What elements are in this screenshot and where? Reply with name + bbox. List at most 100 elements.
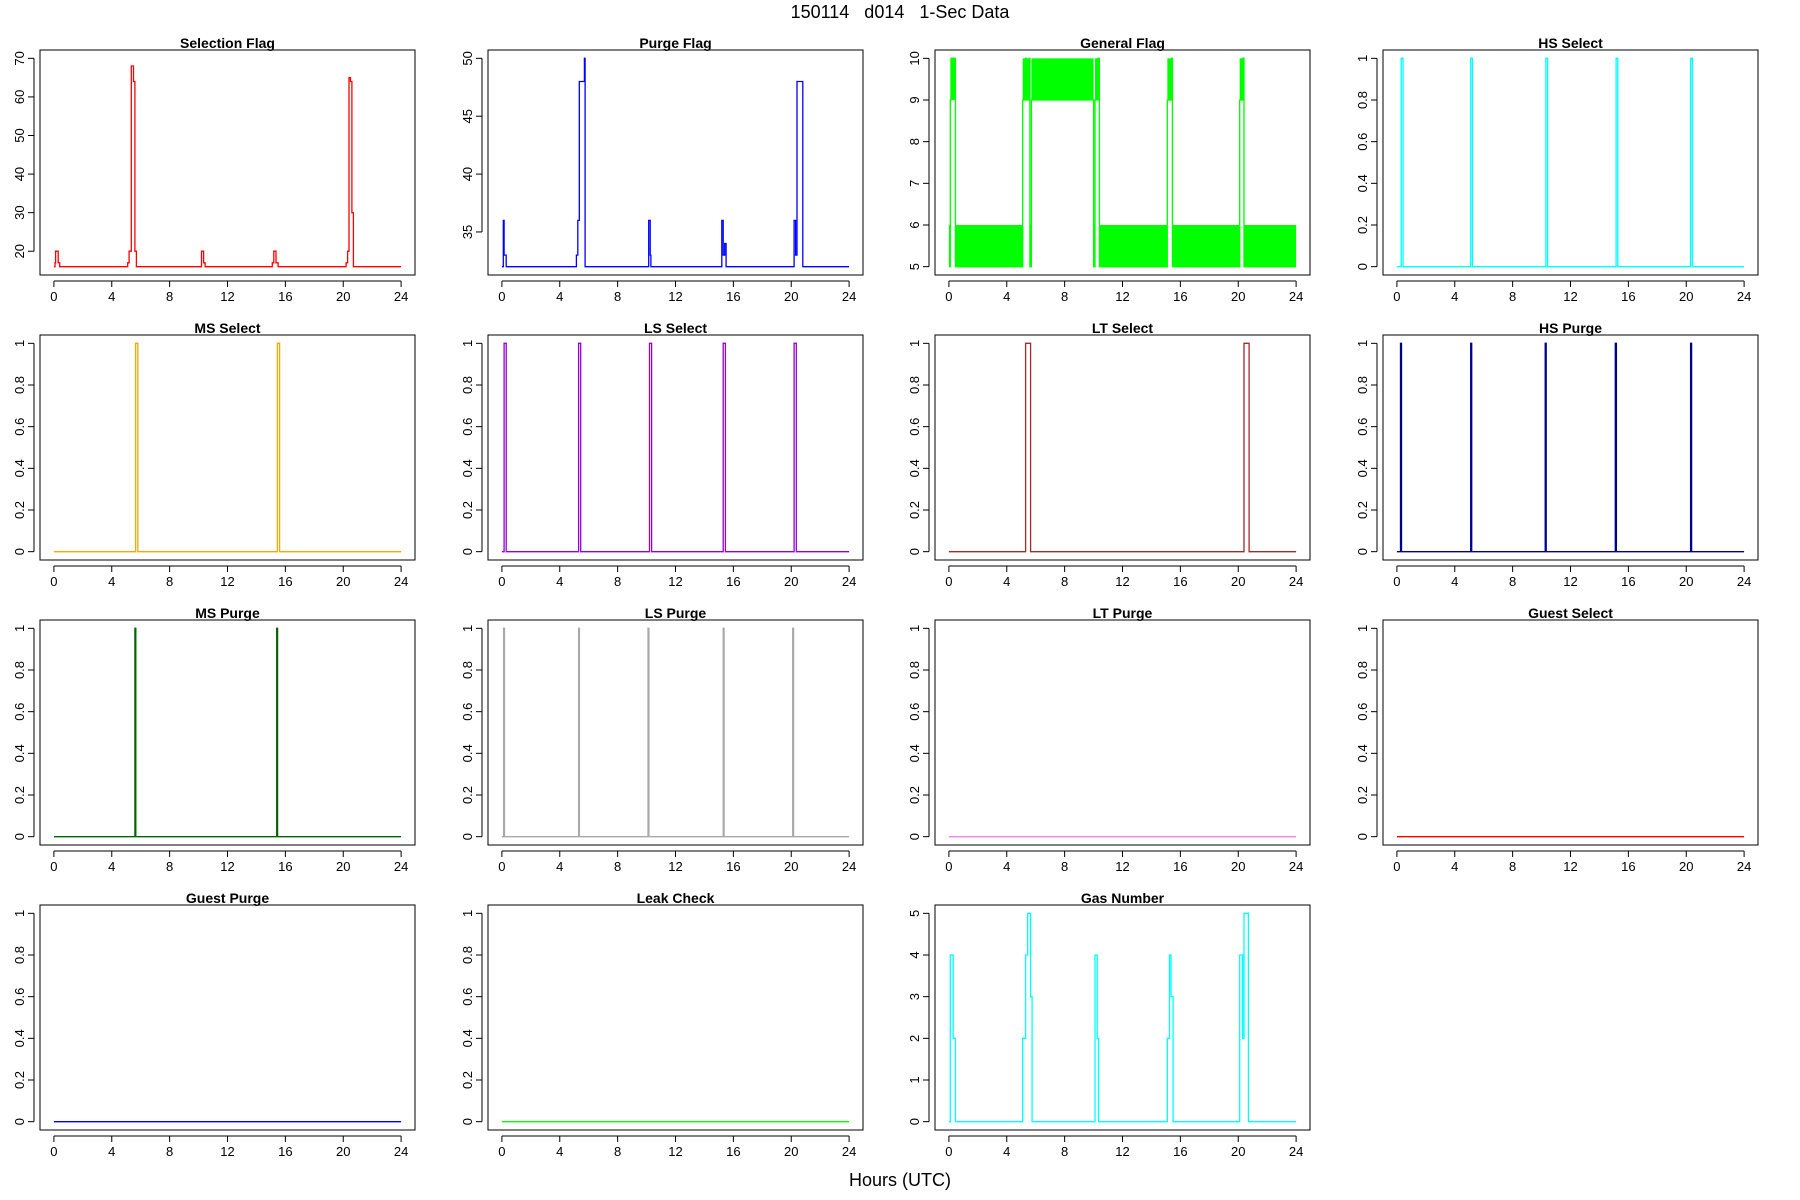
y-tick-label: 1	[1355, 55, 1370, 62]
x-tick-label: 24	[1737, 574, 1751, 589]
y-tick-label: 0.2	[460, 1071, 475, 1089]
y-tick-label: 0.4	[1355, 459, 1370, 477]
flag-block	[1167, 58, 1173, 100]
panel-title: Guest Purge	[186, 890, 269, 906]
panel-title: HS Purge	[1539, 320, 1602, 336]
panel-title: LS Select	[644, 320, 707, 336]
y-tick-label: 1	[12, 340, 27, 347]
y-tick-label: 1	[907, 1076, 922, 1083]
x-axis: 0 4 8 12 16 20 24	[498, 280, 856, 304]
x-axis-title: Hours (UTC)	[849, 1170, 951, 1190]
y-tick-label: 30	[12, 205, 27, 219]
panel-title: LT Select	[1092, 320, 1154, 336]
panel-title: HS Select	[1538, 35, 1603, 51]
panel-title: LS Purge	[645, 605, 707, 621]
y-tick-label: 0	[907, 548, 922, 555]
y-tick-label: 0.4	[460, 459, 475, 477]
y-axis: 0 1 2 3 4 5	[907, 910, 930, 1125]
panel-title: Purge Flag	[639, 35, 711, 51]
y-tick-label: 1	[460, 625, 475, 632]
x-tick-label: 4	[556, 1144, 563, 1159]
y-tick-label: 0.2	[12, 786, 27, 804]
y-axis: 0 0.2 0.4 0.6 0.8 1	[460, 625, 483, 840]
x-tick-label: 24	[842, 574, 856, 589]
x-tick-label: 20	[784, 859, 798, 874]
x-tick-label: 20	[784, 289, 798, 304]
y-tick-label: 35	[460, 225, 475, 239]
y-tick-label: 0.2	[460, 786, 475, 804]
plot-frame	[934, 619, 1311, 846]
y-tick-label: 0.8	[12, 376, 27, 394]
plot-frame	[487, 334, 864, 561]
series-line	[1396, 57, 1745, 268]
x-axis: 0 4 8 12 16 20 24	[945, 280, 1303, 304]
x-tick-label: 4	[1451, 859, 1458, 874]
x-tick-label: 12	[1115, 1144, 1129, 1159]
band-segment	[948, 225, 951, 267]
series-line	[948, 342, 1297, 553]
panel-general-flag: General Flag 0 4 8 12 16 20 24 5 6 7 8 9 10	[907, 35, 1311, 304]
x-tick-label: 4	[1003, 289, 1010, 304]
x-tick-label: 20	[1679, 574, 1693, 589]
x-tick-label: 8	[1061, 859, 1068, 874]
x-axis: 0 4 8 12 16 20 24	[50, 565, 408, 589]
y-tick-label: 10	[907, 51, 922, 65]
x-tick-label: 4	[556, 574, 563, 589]
flag-block	[1031, 58, 1094, 100]
x-tick-label: 12	[220, 574, 234, 589]
x-tick-label: 0	[945, 859, 952, 874]
y-tick-label: 0.8	[907, 376, 922, 394]
y-tick-label: 0.8	[1355, 91, 1370, 109]
x-tick-label: 0	[50, 859, 57, 874]
panel-lt-select: LT Select 0 4 8 12 16 20 24 0 0.2 0.4 0.6 0.8 1	[907, 320, 1311, 589]
plot-frame	[934, 334, 1311, 561]
y-tick-label: 0.4	[907, 459, 922, 477]
x-tick-label: 4	[108, 574, 115, 589]
band-segment	[1172, 225, 1240, 267]
series-group	[948, 912, 1297, 1123]
panel-title: General Flag	[1080, 35, 1165, 51]
plot-frame	[1382, 334, 1759, 561]
x-tick-label: 12	[1563, 574, 1577, 589]
y-tick-label: 8	[907, 138, 922, 145]
plot-frame	[39, 49, 416, 276]
band-segment	[1099, 225, 1168, 267]
y-axis: 0 0.2 0.4 0.6 0.8 1	[460, 340, 483, 555]
y-tick-label: 0.4	[907, 744, 922, 762]
x-tick-label: 8	[614, 1144, 621, 1159]
panel-guest-select: Guest Select 0 4 8 12 16 20 24 0 0.2 0.4 0.6 0.8 1	[1355, 605, 1759, 874]
y-tick-label: 6	[907, 221, 922, 228]
figure-title: 150114 d014 1-Sec Data	[790, 2, 1010, 22]
plot-frame	[934, 49, 1311, 276]
y-tick-label: 0.6	[460, 988, 475, 1006]
y-tick-label: 0.6	[907, 703, 922, 721]
series-group	[53, 65, 402, 268]
x-tick-label: 16	[278, 289, 292, 304]
band-segment	[1244, 225, 1297, 267]
y-axis: 35 40 45 50	[460, 51, 483, 239]
series-group	[1396, 342, 1745, 553]
x-tick-label: 0	[945, 1144, 952, 1159]
x-tick-label: 4	[1003, 859, 1010, 874]
panel-title: Leak Check	[637, 890, 715, 906]
panel-leak-check: Leak Check 0 4 8 12 16 20 24 0 0.2 0.4 0.6 0.8 1	[460, 890, 864, 1159]
x-tick-label: 16	[278, 1144, 292, 1159]
x-tick-label: 4	[108, 1144, 115, 1159]
x-tick-label: 0	[945, 574, 952, 589]
x-tick-label: 4	[1451, 289, 1458, 304]
y-tick-label: 0	[460, 833, 475, 840]
y-tick-label: 0	[1355, 263, 1370, 270]
band-segment	[1029, 225, 1032, 267]
y-tick-label: 40	[460, 167, 475, 181]
panel-title: MS Purge	[195, 605, 260, 621]
x-tick-label: 24	[842, 859, 856, 874]
x-tick-label: 12	[1563, 859, 1577, 874]
panel-ms-purge: MS Purge 0 4 8 12 16 20 24 0 0.2 0.4 0.6 0.8 1	[12, 605, 416, 874]
x-tick-label: 8	[614, 574, 621, 589]
x-tick-label: 4	[108, 289, 115, 304]
series-line	[501, 342, 850, 553]
x-tick-label: 24	[1289, 289, 1303, 304]
x-tick-label: 0	[498, 574, 505, 589]
y-tick-label: 1	[460, 910, 475, 917]
x-tick-label: 8	[1061, 1144, 1068, 1159]
